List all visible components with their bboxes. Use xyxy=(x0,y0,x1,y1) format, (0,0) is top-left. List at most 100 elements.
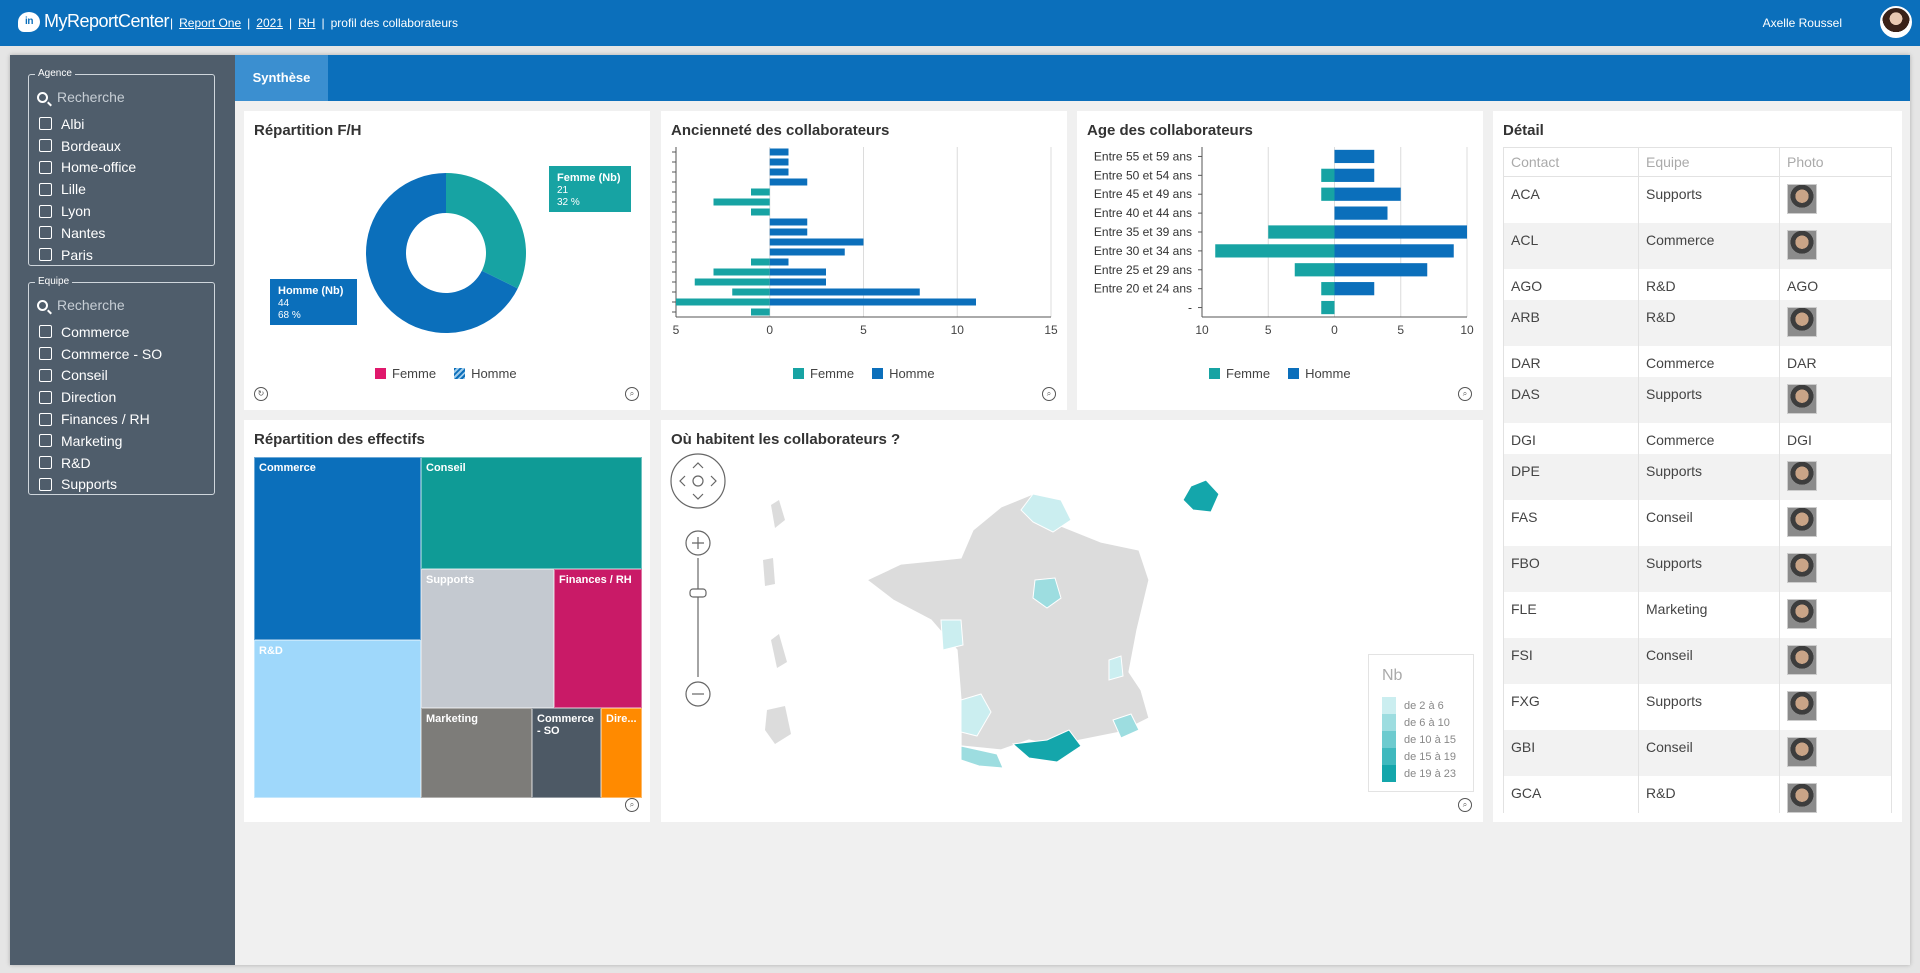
zoom-slider-handle[interactable] xyxy=(689,588,707,598)
table-row[interactable]: ARB R&D xyxy=(1503,299,1892,346)
column-photo[interactable]: Photo xyxy=(1779,147,1892,177)
table-row[interactable]: FXG Supports xyxy=(1503,683,1892,730)
equipe-option[interactable]: Commerce - SO xyxy=(29,343,214,365)
region-albi[interactable] xyxy=(1011,729,1082,763)
legend-label: Femme xyxy=(1226,366,1271,381)
breadcrumb-rh[interactable]: RH xyxy=(298,16,316,30)
treemap-supports[interactable]: Supports xyxy=(421,569,554,708)
bar-femme xyxy=(1268,225,1335,239)
checkbox[interactable] xyxy=(39,226,52,240)
zoom-icon[interactable]: ⌕ xyxy=(1042,387,1056,401)
region-nantes[interactable] xyxy=(940,619,964,651)
region-paris[interactable] xyxy=(1032,577,1062,609)
treemap-commerce[interactable]: Commerce xyxy=(254,457,421,640)
donut-slice-homme[interactable] xyxy=(366,173,518,333)
zoom-icon[interactable]: ⌕ xyxy=(625,387,639,401)
legend-homme[interactable]: Homme xyxy=(1288,366,1351,381)
zoom-in-button[interactable] xyxy=(685,530,711,556)
checkbox[interactable] xyxy=(39,325,52,339)
treemap-finances-rh[interactable]: Finances / RH xyxy=(554,569,642,708)
equipe-option[interactable]: R&D xyxy=(29,452,214,474)
breadcrumb-report[interactable]: Report One xyxy=(179,16,242,30)
equipe-option[interactable]: Marketing xyxy=(29,430,214,452)
region-provence[interactable] xyxy=(1112,713,1140,739)
refresh-icon[interactable]: ↻ xyxy=(254,387,268,401)
agence-option[interactable]: Albi xyxy=(29,113,214,135)
legend-femme[interactable]: Femme xyxy=(793,366,854,381)
pan-control[interactable] xyxy=(670,453,726,509)
checkbox[interactable] xyxy=(39,390,52,404)
table-row[interactable]: AGO R&D AGO xyxy=(1503,268,1892,300)
avatar[interactable] xyxy=(1880,6,1912,38)
treemap-marketing[interactable]: Marketing xyxy=(421,708,532,798)
checkbox[interactable] xyxy=(39,204,52,218)
checkbox[interactable] xyxy=(39,477,52,491)
region-lyon[interactable] xyxy=(1108,655,1124,681)
checkbox[interactable] xyxy=(39,412,52,426)
table-row[interactable]: ACL Commerce xyxy=(1503,222,1892,269)
equipe-option[interactable]: Finances / RH xyxy=(29,408,214,430)
region-nord[interactable] xyxy=(1020,493,1072,533)
region-pyrenees[interactable] xyxy=(960,745,1004,769)
y-category-label: Entre 40 et 44 ans xyxy=(1094,206,1192,220)
donut-slice-femme[interactable] xyxy=(446,173,526,289)
filter-agence-legend: Agence xyxy=(35,68,75,79)
checkbox[interactable] xyxy=(39,347,52,361)
table-row[interactable]: DAS Supports xyxy=(1503,376,1892,423)
equipe-option[interactable]: Conseil xyxy=(29,365,214,387)
equipe-option[interactable]: Commerce xyxy=(29,321,214,343)
treemap-rd[interactable]: R&D xyxy=(254,640,421,798)
zoom-out-button[interactable] xyxy=(685,681,711,707)
equipe-option[interactable]: Supports xyxy=(29,474,214,496)
app-logo[interactable]: in MyReportCenter xyxy=(18,11,170,32)
table-row[interactable]: ACA Supports xyxy=(1503,176,1892,223)
treemap-direction[interactable]: Dire... xyxy=(601,708,642,798)
zoom-icon[interactable]: ⌕ xyxy=(625,798,639,812)
checkbox[interactable] xyxy=(39,248,52,262)
legend-homme[interactable]: Homme xyxy=(872,366,935,381)
x-tick-label: 5 xyxy=(860,323,867,337)
agence-option[interactable]: Paris xyxy=(29,244,214,266)
table-row[interactable]: FLE Marketing xyxy=(1503,591,1892,638)
table-row[interactable]: GBI Conseil xyxy=(1503,729,1892,776)
zoom-icon[interactable]: ⌕ xyxy=(1458,387,1472,401)
checkbox[interactable] xyxy=(39,117,52,131)
agence-option[interactable]: Nantes xyxy=(29,222,214,244)
checkbox[interactable] xyxy=(39,182,52,196)
zoom-icon[interactable]: ⌕ xyxy=(1458,798,1472,812)
agence-option[interactable]: Home-office xyxy=(29,157,214,179)
agence-option[interactable]: Lille xyxy=(29,178,214,200)
agence-option[interactable]: Bordeaux xyxy=(29,135,214,157)
checkbox[interactable] xyxy=(39,434,52,448)
legend-femme[interactable]: Femme xyxy=(375,366,436,381)
region-lille[interactable] xyxy=(1182,479,1220,513)
france-map[interactable] xyxy=(865,493,1150,751)
table-row[interactable]: FSI Conseil xyxy=(1503,637,1892,684)
region-bordeaux[interactable] xyxy=(960,693,992,737)
map-view[interactable] xyxy=(661,450,1483,810)
checkbox[interactable] xyxy=(39,139,52,153)
checkbox[interactable] xyxy=(39,160,52,174)
treemap-commerce-so[interactable]: Commerce - SO xyxy=(532,708,601,798)
user-name[interactable]: Axelle Roussel xyxy=(1762,16,1842,30)
treemap: Commerce Conseil R&D Supports Finances /… xyxy=(254,457,642,798)
legend-homme[interactable]: Homme xyxy=(454,366,517,381)
legend-femme[interactable]: Femme xyxy=(1209,366,1270,381)
agence-search[interactable]: Recherche xyxy=(37,85,206,109)
table-row[interactable]: FAS Conseil xyxy=(1503,499,1892,546)
agence-option[interactable]: Lyon xyxy=(29,200,214,222)
column-equipe[interactable]: Equipe xyxy=(1638,147,1780,177)
equipe-search[interactable]: Recherche xyxy=(37,293,206,317)
table-row[interactable]: DGI Commerce DGI xyxy=(1503,422,1892,454)
checkbox[interactable] xyxy=(39,368,52,382)
checkbox[interactable] xyxy=(39,456,52,470)
table-row[interactable]: GCA R&D xyxy=(1503,775,1892,813)
equipe-option[interactable]: Direction xyxy=(29,386,214,408)
table-row[interactable]: FBO Supports xyxy=(1503,545,1892,592)
table-row[interactable]: DPE Supports xyxy=(1503,453,1892,500)
treemap-conseil[interactable]: Conseil xyxy=(421,457,642,569)
tab-synthese[interactable]: Synthèse xyxy=(235,55,328,101)
column-contact[interactable]: Contact xyxy=(1503,147,1639,177)
table-row[interactable]: DAR Commerce DAR xyxy=(1503,345,1892,377)
breadcrumb-year[interactable]: 2021 xyxy=(256,16,283,30)
